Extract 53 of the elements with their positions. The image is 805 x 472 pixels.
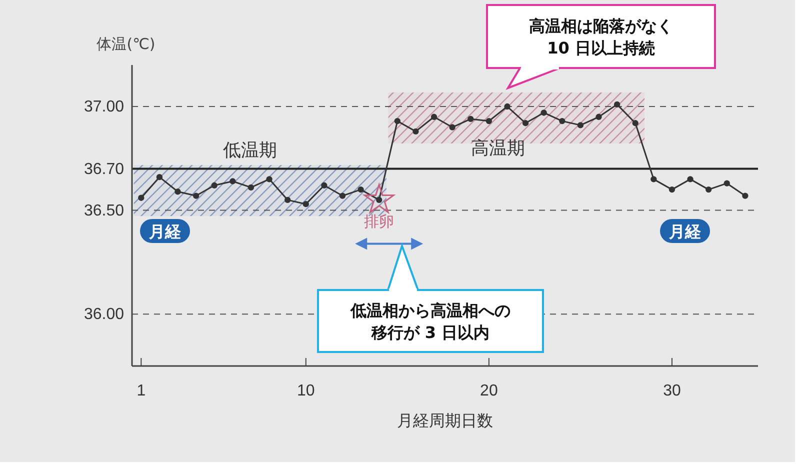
point bbox=[705, 186, 712, 193]
point bbox=[302, 201, 309, 208]
text: 10 日以上持続 bbox=[547, 38, 655, 58]
x-tick-label: 10 bbox=[296, 382, 315, 400]
annotation: 月経 bbox=[668, 222, 702, 241]
point bbox=[230, 178, 236, 184]
point bbox=[138, 194, 144, 201]
point bbox=[687, 176, 694, 182]
point bbox=[632, 120, 638, 126]
point bbox=[394, 118, 400, 124]
point bbox=[486, 118, 492, 124]
annotation: 移行が 3 日以内 bbox=[370, 323, 490, 342]
point bbox=[376, 196, 382, 204]
point bbox=[559, 118, 566, 124]
point bbox=[614, 101, 620, 108]
point bbox=[321, 182, 328, 188]
annotation: 排卵 bbox=[364, 212, 394, 231]
x-tick-label: 1 bbox=[136, 382, 146, 400]
point bbox=[266, 176, 272, 182]
point bbox=[412, 128, 419, 135]
point bbox=[248, 184, 254, 191]
point bbox=[339, 192, 346, 199]
y-axis-title: 体温(℃) bbox=[96, 35, 156, 53]
annotation: 低温相から高温相への bbox=[350, 301, 510, 320]
y-tick-label: 36.70 bbox=[84, 160, 124, 178]
point bbox=[540, 110, 547, 116]
point bbox=[468, 116, 474, 122]
y-tick-label: 37.00 bbox=[84, 98, 124, 116]
annotation: 月経 bbox=[148, 222, 182, 241]
point bbox=[211, 182, 218, 188]
x-tick-label: 20 bbox=[480, 382, 498, 400]
point bbox=[358, 186, 364, 193]
point bbox=[449, 124, 456, 130]
y-tick-label: 36.00 bbox=[84, 306, 124, 324]
x-tick-label: 30 bbox=[663, 382, 681, 400]
point bbox=[156, 174, 163, 180]
annotation: 高温期 bbox=[471, 138, 526, 160]
point bbox=[724, 180, 730, 186]
annotation: 低温期 bbox=[223, 140, 277, 161]
point bbox=[192, 192, 200, 199]
point bbox=[650, 176, 657, 182]
x-axis-title: 月経周期日数 bbox=[397, 411, 493, 430]
point bbox=[174, 188, 181, 195]
point bbox=[668, 186, 676, 193]
point bbox=[596, 114, 602, 120]
point bbox=[504, 103, 510, 110]
y-tick-label: 36.50 bbox=[84, 202, 124, 220]
point bbox=[522, 120, 529, 126]
text: 高温相は陥落がなく bbox=[529, 16, 673, 36]
point bbox=[742, 192, 748, 199]
point bbox=[284, 196, 291, 204]
point bbox=[577, 122, 584, 128]
point bbox=[430, 114, 438, 120]
